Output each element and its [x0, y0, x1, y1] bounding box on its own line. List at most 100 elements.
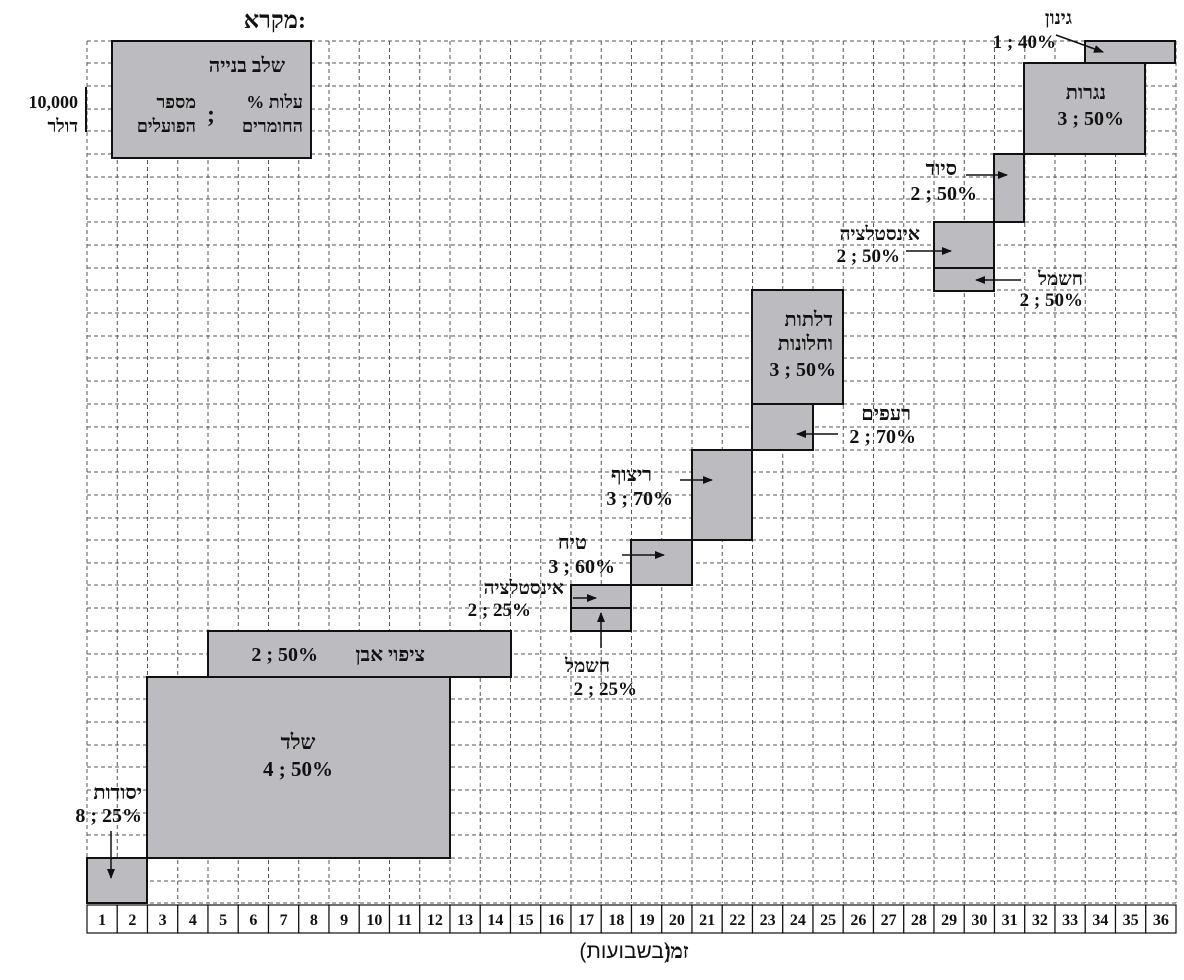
x-axis-tick-box — [570, 904, 602, 934]
legend-sample-box — [111, 40, 312, 159]
x-axis-tick-box — [509, 904, 542, 934]
x-axis-tick-label: 3 — [159, 912, 167, 929]
x-axis-tick-label: 19 — [639, 912, 655, 929]
x-axis-tick-box — [449, 904, 481, 934]
label-carpentry-name: נגרות — [1066, 82, 1106, 104]
label-stone-cladding-name: ציפוי אבן — [355, 644, 425, 666]
x-axis-tick-label: 20 — [669, 912, 685, 929]
label-tiles-value: 2 ; 70% — [849, 426, 916, 448]
x-axis-tick-box — [298, 904, 330, 934]
x-axis-tick-box — [86, 904, 118, 934]
x-axis-title-rest: (בשבועות) — [579, 940, 671, 963]
x-axis-tick-label: 17 — [578, 912, 594, 929]
x-axis-tick-label: 28 — [911, 912, 927, 929]
label-doors-windows-name-2: וחלונות — [778, 333, 833, 355]
x-axis-tick-box — [903, 904, 935, 934]
x-axis-tick-box — [751, 904, 784, 934]
x-axis-tick-box — [358, 904, 391, 934]
x-axis-tick-label: 12 — [427, 912, 443, 929]
x-axis-tick-label: 4 — [189, 912, 197, 929]
x-axis-tick-box — [267, 904, 300, 934]
label-painting-name: סיוד — [926, 158, 957, 180]
label-electric-2-name: חשמל — [1037, 269, 1083, 290]
legend-cost-label: % עלות — [246, 92, 303, 112]
x-axis-tick-label: 34 — [1092, 912, 1108, 929]
x-axis-tick-label: 10 — [366, 912, 382, 929]
legend-materials-label: החומרים — [242, 116, 303, 136]
stage-blocks — [86, 40, 1176, 904]
x-axis-tick-label: 18 — [608, 912, 624, 929]
x-axis: 1 2 3 4 5 6 7 8 9 10 11 12 13 14 15 16 17 18 19 20 21 22 23 24 2… — [86, 904, 1177, 934]
legend: מקרא: שלב בנייה % עלות החומרים ; מספר הפ… — [29, 8, 312, 159]
label-flooring-value: 3 ; 70% — [606, 488, 673, 510]
x-axis-tick-label: 30 — [971, 912, 987, 929]
x-axis-tick-label: 35 — [1123, 912, 1139, 929]
stage-block-installation-2 — [933, 221, 995, 269]
x-axis-tick-box — [782, 904, 814, 934]
label-installation-2-name: אינסטלציה — [840, 224, 920, 245]
label-carpentry-value: 3 ; 50% — [1057, 108, 1124, 130]
legend-separator: ; — [207, 102, 215, 128]
x-axis-tick-box — [207, 904, 239, 934]
stage-block-plaster — [630, 539, 693, 586]
x-axis-tick-label: 23 — [760, 912, 776, 929]
legend-stage-label: שלב בנייה — [209, 55, 285, 77]
label-shell-name: שלד — [281, 730, 316, 754]
label-foundations-value: 8 ; 25% — [75, 805, 142, 827]
x-axis-tick-box — [721, 904, 754, 934]
x-axis-tick-label: 13 — [457, 912, 473, 929]
x-axis-tick-label: 14 — [487, 912, 503, 929]
stage-block-foundations — [86, 857, 148, 904]
arrow-gardening — [1055, 34, 1104, 53]
x-axis-tick-label: 31 — [1002, 912, 1018, 929]
legend-title: מקרא: — [244, 8, 306, 34]
label-installation-1-value: 2 ; 25% — [468, 600, 531, 621]
x-axis-tick-label: 22 — [729, 912, 745, 929]
x-axis-tick-box — [630, 904, 663, 934]
legend-workers-label: מספר — [156, 92, 196, 112]
x-axis-tick-box — [812, 904, 844, 934]
label-plaster-name: טיח — [558, 532, 587, 554]
x-axis-tick-label: 9 — [340, 912, 348, 929]
legend-scale-value: 10,000 — [29, 92, 79, 112]
x-axis-tick-label: 16 — [548, 912, 564, 929]
label-electric-1-value: 2 ; 25% — [574, 679, 637, 700]
x-axis-tick-label: 26 — [850, 912, 866, 929]
x-axis-tick-label: 25 — [820, 912, 836, 929]
stage-block-flooring — [691, 449, 753, 541]
label-installation-2-value: 2 ; 50% — [837, 246, 900, 267]
stage-block-shell — [146, 676, 451, 859]
x-axis-tick-box — [479, 904, 512, 934]
label-stone-cladding-value: 2 ; 50% — [251, 644, 318, 666]
x-axis-tick-box — [600, 904, 633, 934]
label-painting-value: 2 ; 50% — [910, 183, 977, 205]
x-axis-tick-label: 24 — [790, 912, 806, 929]
label-doors-windows-value: 3 ; 50% — [769, 359, 836, 381]
label-flooring-name: ריצוף — [611, 464, 652, 486]
x-axis-tick-box — [842, 904, 875, 934]
x-axis-tick-label: 36 — [1153, 912, 1169, 929]
label-electric-1-name: חשמל — [564, 656, 610, 677]
x-axis-tick-box — [933, 904, 965, 934]
label-gardening-name: גינון — [1045, 8, 1072, 29]
x-axis-tick-label: 5 — [219, 912, 227, 929]
label-doors-windows-name: דלתות — [785, 309, 834, 331]
stage-block-installation-1 — [570, 584, 632, 609]
x-axis-tick-box — [419, 904, 451, 934]
x-axis-tick-label: 29 — [941, 912, 957, 929]
x-axis-title: זמן(בשבועות) — [579, 939, 688, 963]
x-axis-tick-box — [237, 904, 270, 934]
x-axis-tick-label: 21 — [699, 912, 715, 929]
x-axis-tick-label: 8 — [310, 912, 318, 929]
stage-labels: יסודות 8 ; 25% שלד 4 ; 50% ציפוי אבן 2 ;… — [75, 8, 1124, 879]
x-axis-tick-label: 11 — [397, 912, 412, 929]
x-axis-tick-box — [540, 904, 572, 934]
x-axis-tick-label: 33 — [1062, 912, 1078, 929]
label-foundations-name: יסודות — [93, 782, 142, 804]
stage-block-stone-cladding — [207, 630, 512, 678]
label-installation-1-name: אינסטלציה — [484, 578, 564, 599]
x-axis-tick-label: 2 — [128, 912, 136, 929]
x-axis-tick-label: 15 — [518, 912, 534, 929]
label-electric-2-value: 2 ; 50% — [1020, 290, 1083, 311]
